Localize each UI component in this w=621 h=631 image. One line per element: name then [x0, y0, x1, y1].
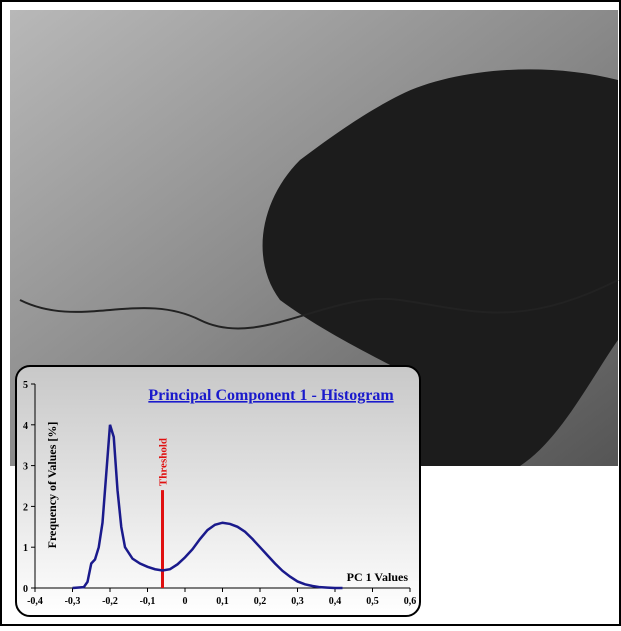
- page: Principal Component 1 - Histogram Freque…: [0, 0, 621, 631]
- y-tick-label: 3: [23, 462, 28, 473]
- threshold-label: Threshold: [158, 438, 170, 486]
- x-tick-label: -0,4: [27, 596, 43, 607]
- y-tick-label: 1: [23, 543, 28, 554]
- y-axis-label: Frequency of Values [%]: [45, 422, 59, 549]
- y-tick-label: 5: [23, 380, 28, 391]
- x-tick-label: 0,2: [254, 596, 267, 607]
- x-tick-label: 0,5: [366, 596, 379, 607]
- x-tick-label: -0,3: [65, 596, 81, 607]
- x-axis-label: PC 1 Values: [347, 570, 409, 584]
- y-tick-label: 0: [23, 584, 28, 595]
- x-tick-label: 0: [183, 596, 188, 607]
- y-tick-label: 4: [23, 421, 28, 432]
- x-tick-label: 0,1: [216, 596, 229, 607]
- x-tick-label: 0,6: [404, 596, 417, 607]
- x-tick-label: -0,2: [102, 596, 118, 607]
- chart-title: Principal Component 1 - Histogram: [148, 387, 394, 404]
- x-tick-label: -0,1: [140, 596, 156, 607]
- figure: Principal Component 1 - Histogram Freque…: [0, 0, 621, 626]
- x-tick-label: 0,3: [291, 596, 304, 607]
- y-tick-label: 2: [23, 502, 28, 513]
- x-tick-label: 0,4: [329, 596, 342, 607]
